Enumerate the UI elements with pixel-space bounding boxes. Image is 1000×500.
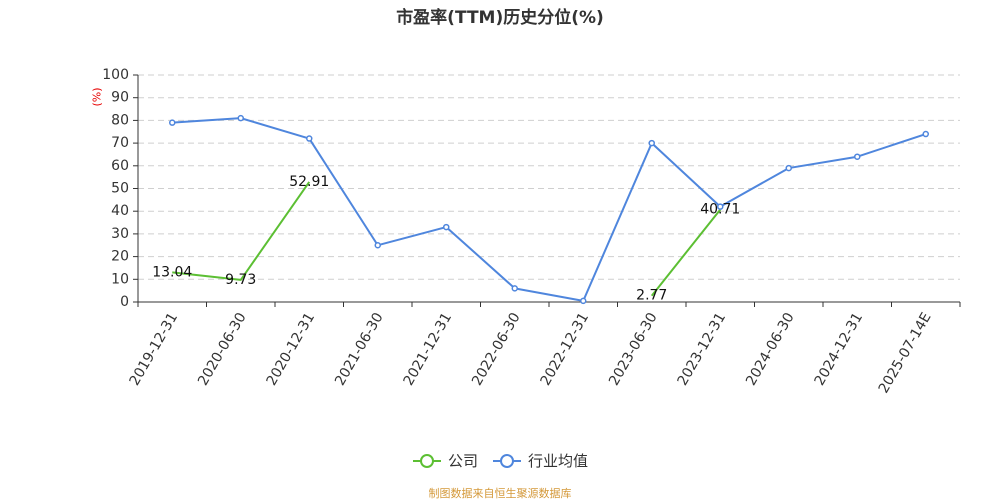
x-tick-label: 2020-12-31	[264, 310, 319, 388]
data-point[interactable]	[580, 297, 587, 305]
legend: 公司 行业均值	[0, 450, 1000, 471]
y-tick-label: 90	[111, 90, 129, 106]
data-point[interactable]	[717, 203, 724, 210]
y-tick-label: 70	[111, 135, 129, 151]
data-point[interactable]	[169, 119, 176, 126]
y-tick-label: 20	[111, 249, 129, 265]
legend-item-industry-average[interactable]: 行业均值	[492, 450, 588, 471]
x-tick-label: 2023-06-30	[606, 310, 661, 388]
data-point[interactable]	[922, 130, 929, 138]
y-tick-label: 30	[111, 226, 129, 242]
x-tick-label: 2023-12-31	[675, 310, 730, 388]
x-tick-label: 2022-12-31	[538, 310, 593, 388]
x-tick-label: 2025-07-14E	[876, 310, 935, 396]
y-tick-label: 40	[111, 203, 129, 219]
y-tick-label: 60	[111, 158, 129, 174]
data-point[interactable]	[511, 285, 518, 292]
data-point[interactable]	[648, 139, 655, 147]
y-tick-label: 100	[102, 67, 129, 83]
x-tick-label: 2019-12-31	[127, 310, 182, 388]
data-source-note: 制图数据来自恒生聚源数据库	[428, 487, 572, 500]
y-tick-label: 50	[111, 181, 129, 197]
data-label: 9.73	[225, 272, 256, 288]
x-tick-label: 2024-12-31	[812, 310, 867, 388]
series-line-1	[172, 117, 927, 302]
legend-label-industry-average: 行业均值	[528, 452, 589, 470]
x-tick-label: 2022-06-30	[469, 310, 524, 388]
legend-line-circle-icon	[412, 453, 441, 468]
x-tick-label: 2021-12-31	[401, 310, 456, 388]
y-tick-label: 10	[111, 271, 129, 287]
series-line-0	[172, 181, 722, 297]
data-point[interactable]	[306, 135, 313, 142]
data-label: 13.04	[152, 264, 192, 280]
data-point[interactable]	[785, 164, 792, 172]
data-point[interactable]	[443, 223, 450, 231]
data-label: 40.71	[700, 202, 740, 218]
y-tick-label: 80	[111, 112, 129, 128]
chart-title: 市盈率(TTM)历史分位(%)	[396, 8, 604, 28]
data-point[interactable]	[854, 153, 861, 160]
data-point[interactable]	[374, 242, 381, 249]
legend-label-company: 公司	[447, 452, 478, 470]
data-label: 2.77	[636, 288, 667, 304]
x-tick-label: 2021-06-30	[332, 310, 387, 388]
legend-item-company[interactable]: 公司	[412, 450, 478, 471]
x-tick-label: 2024-06-30	[743, 310, 798, 388]
data-label: 52.91	[289, 174, 329, 190]
y-axis-label: (%)	[91, 87, 104, 106]
legend-line-circle-icon	[493, 453, 521, 468]
x-tick-label: 2020-06-30	[195, 310, 250, 388]
data-point[interactable]	[237, 114, 244, 122]
y-tick-label: 0	[120, 294, 129, 310]
